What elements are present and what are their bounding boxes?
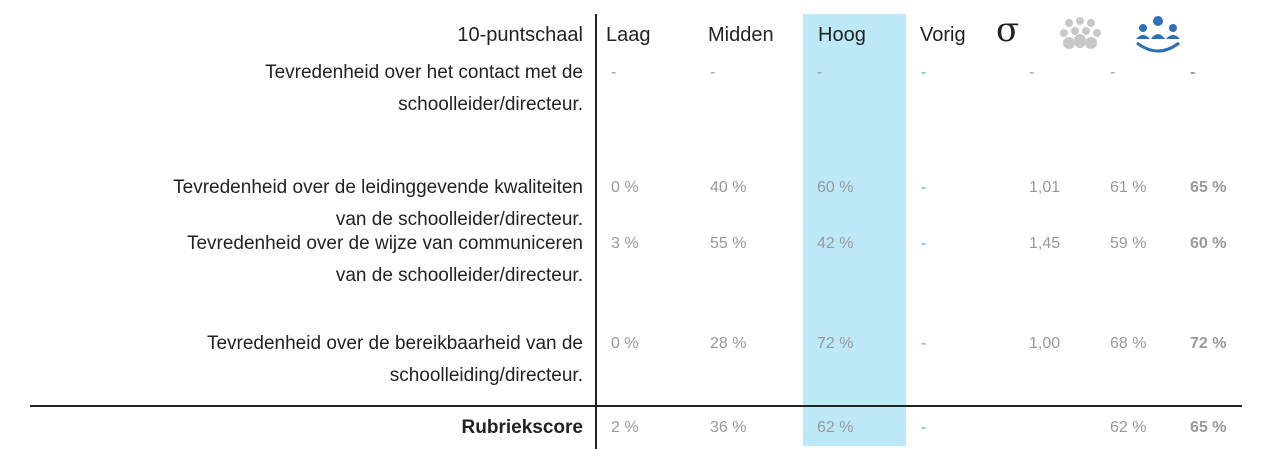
footer-label: Rubriekscore: [461, 417, 583, 438]
row-label: Tevredenheid over de bereikbaarheid van …: [206, 333, 583, 354]
column-header: Laag: [606, 24, 651, 46]
cell: 40 %: [710, 179, 747, 196]
row-label: schoolleider/directeur.: [398, 94, 583, 115]
row-label: van de schoolleider/directeur.: [335, 209, 583, 230]
cell: 60 %: [1190, 235, 1227, 252]
cell: 59 %: [1110, 235, 1147, 252]
cell: 61 %: [1110, 179, 1147, 196]
cell: 1,01: [1029, 179, 1061, 196]
row-label: van de schoolleider/directeur.: [335, 265, 583, 286]
cell: -: [921, 335, 927, 352]
cell: -: [817, 64, 823, 81]
cell: -: [1029, 64, 1035, 81]
cell: 72 %: [1190, 335, 1227, 352]
divider: [595, 14, 597, 449]
group-icon: [1060, 17, 1101, 49]
cell: 1,45: [1029, 235, 1061, 252]
cell: 62 %: [817, 419, 854, 436]
sigma-header: σ: [996, 10, 1020, 50]
cell: -: [921, 235, 927, 252]
highlight-band: [803, 14, 906, 446]
row-label: schoolleiding/directeur.: [389, 365, 583, 386]
cell: 42 %: [817, 235, 854, 252]
cell: 3 %: [611, 235, 639, 252]
scale-header: 10-puntschaal: [457, 24, 583, 46]
column-header: Hoog: [818, 24, 866, 46]
own-group-icon: [1136, 16, 1180, 53]
cell: 60 %: [817, 179, 854, 196]
cell: -: [1110, 64, 1116, 81]
column-header: Vorig: [920, 24, 966, 46]
column-header: Midden: [708, 24, 774, 46]
cell: -: [1190, 64, 1196, 81]
cell: 28 %: [710, 335, 747, 352]
cell: -: [710, 64, 716, 81]
cell: 68 %: [1110, 335, 1147, 352]
row-label: Tevredenheid over de leidinggevende kwal…: [173, 177, 583, 198]
cell: 0 %: [611, 335, 639, 352]
cell: -: [921, 179, 927, 196]
cell: 55 %: [710, 235, 747, 252]
row-label: Tevredenheid over het contact met de: [265, 62, 583, 83]
cell: -: [611, 64, 617, 81]
cell: 0 %: [611, 179, 639, 196]
cell: 36 %: [710, 419, 747, 436]
cell: 65 %: [1190, 179, 1227, 196]
cell: 72 %: [817, 335, 854, 352]
cell: -: [921, 419, 927, 436]
cell: 65 %: [1190, 419, 1227, 436]
cell: 1,00: [1029, 335, 1061, 352]
row-label: Tevredenheid over de wijze van communice…: [186, 233, 583, 254]
footer-rule: [30, 405, 1242, 407]
cell: -: [921, 64, 927, 81]
cell: 2 %: [611, 419, 639, 436]
cell: 62 %: [1110, 419, 1147, 436]
